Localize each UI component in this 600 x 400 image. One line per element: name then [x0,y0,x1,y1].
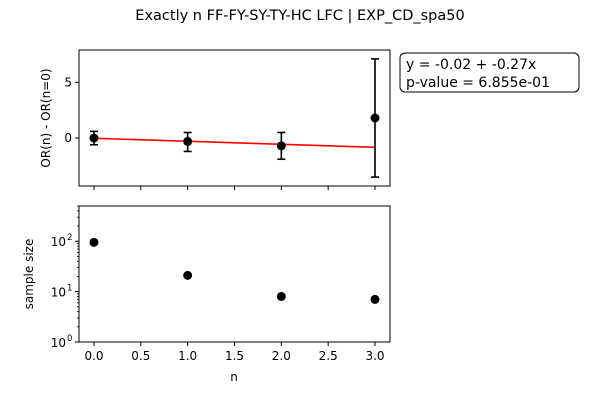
data-point [276,291,286,301]
top-panel: 05 OR(n) - OR(n=0) [39,49,391,190]
bottom-x-tick-label: 2.5 [319,349,338,363]
bottom-x-tick-label: 2.0 [272,349,291,363]
top-y-axis-label: OR(n) - OR(n=0) [39,68,53,167]
data-point [370,294,380,304]
top-y-tick-label: 5 [64,75,72,89]
bottom-x-tick-label: 3.0 [365,349,384,363]
bottom-x-tick-label: 1.5 [225,349,244,363]
data-point [89,237,99,247]
data-point [89,133,99,143]
data-point [370,113,380,123]
bottom-x-axis-label: n [230,370,238,384]
bottom-y-tick-exponent: 2 [67,233,72,243]
bottom-x-tick-label: 0.5 [131,349,150,363]
bottom-y-tick-exponent: 1 [67,284,72,294]
top-y-tick-label: 0 [64,131,72,145]
fit-annotation-box: y = -0.02 + -0.27x p-value = 6.855e-01 [399,52,580,93]
annotation-frame [399,52,580,93]
top-plot-marks: 05 [64,58,380,190]
fit-line [93,137,376,149]
bottom-y-tick-label: 10 [51,235,66,249]
annotation-p-value: p-value = 6.855e-01 [406,75,550,91]
bottom-x-tick-label: 1.0 [178,349,197,363]
data-point [276,141,286,151]
bottom-y-tick-label: 10 [51,336,66,350]
annotation-equation: y = -0.02 + -0.27x [406,57,536,73]
data-point [183,136,193,146]
data-point [183,270,193,280]
bottom-y-tick-label: 10 [51,286,66,300]
bottom-x-tick-label: 0.0 [84,349,103,363]
bottom-y-tick-exponent: 0 [67,334,72,344]
bottom-y-axis-label: sample size [22,239,36,310]
figure-title: Exactly n FF-FY-SY-TY-HC LFC | EXP_CD_sp… [135,8,464,24]
